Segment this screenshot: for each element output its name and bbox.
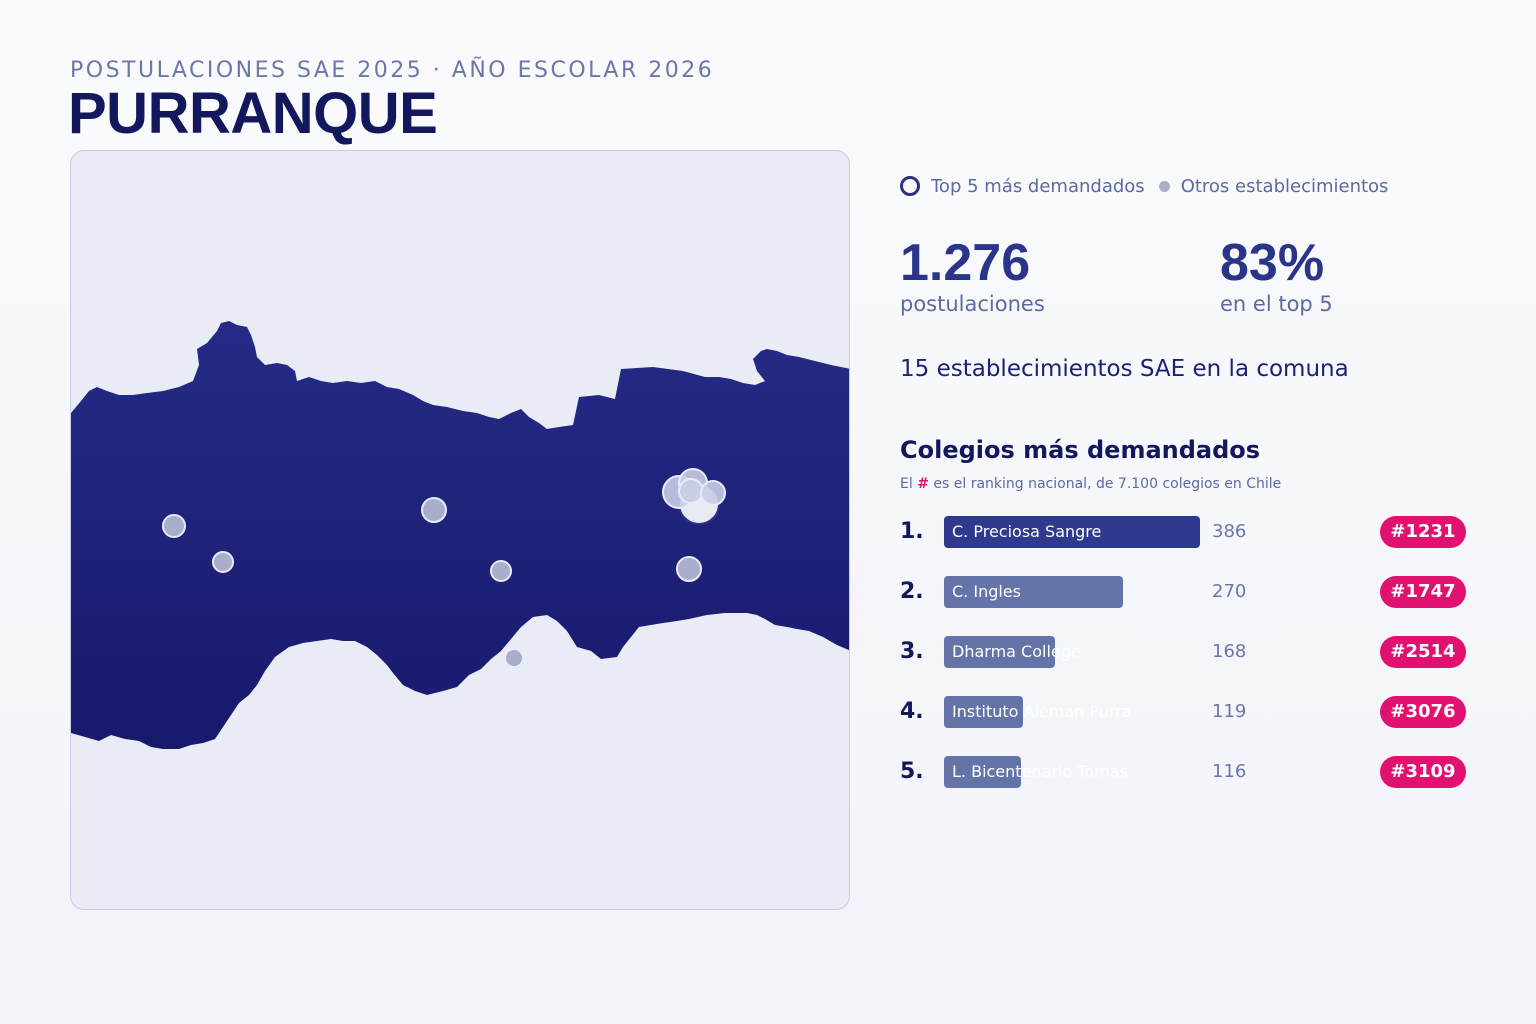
ranking-note-prefix: El [900, 476, 913, 492]
comuna-shape [71, 321, 849, 749]
top-share-label: en el top 5 [1220, 292, 1333, 316]
national-rank-badge: #1231 [1380, 516, 1466, 548]
ranking-note-hash: # [917, 476, 929, 492]
national-rank-badge: #3109 [1380, 756, 1466, 788]
schools-summary: 15 establecimientos SAE en la comuna [900, 356, 1349, 382]
school-marker[interactable] [162, 514, 186, 538]
ranking-row: 5. L. Bicentenario Tomas 116 #3109 [900, 756, 1466, 788]
national-rank-badge: #2514 [1380, 636, 1466, 668]
comuna-map [71, 321, 849, 749]
applications-count: 119 [1212, 701, 1247, 722]
school-marker[interactable] [490, 560, 512, 582]
school-marker[interactable] [504, 648, 524, 668]
map-kicker: POSTULACIONES SAE 2025 · AÑO ESCOLAR 202… [70, 58, 715, 83]
ranking-title: Colegios más demandados [900, 436, 1261, 464]
top-school-marker[interactable] [700, 480, 726, 506]
ranking-row: 2. C. Ingles 270 #1747 [900, 576, 1466, 608]
top-marker-legend-icon [900, 176, 920, 196]
ranking-bar [944, 636, 1056, 668]
school-name: Dharma College [952, 642, 1081, 661]
ranking-position: 5. [900, 759, 924, 784]
school-name: C. Ingles [952, 582, 1021, 601]
school-marker[interactable] [421, 497, 447, 523]
ranking-bar [944, 576, 1124, 608]
other-marker-legend-icon [1158, 180, 1170, 192]
ranking-position: 3. [900, 639, 924, 664]
ranking-note: El # es el ranking nacional, de 7.100 co… [900, 476, 1281, 492]
ranking-row: 1. C. Preciosa Sangre 386 #1231 [900, 516, 1466, 548]
national-rank-badge: #1747 [1380, 576, 1466, 608]
page-title: PURRANQUE [68, 81, 438, 146]
applications-count: 116 [1212, 761, 1247, 782]
applications-label: postulaciones [900, 292, 1045, 316]
ranking-bar [944, 756, 1021, 788]
applications-count: 270 [1212, 581, 1247, 602]
school-marker[interactable] [676, 556, 702, 582]
ranking-bar [944, 516, 1200, 548]
school-name: L. Bicentenario Tomas [952, 762, 1128, 781]
applications-count: 168 [1212, 641, 1247, 662]
applications-stat: 1.276 postulaciones [900, 234, 1045, 316]
ranking-note-suffix: es el ranking nacional, de 7.100 colegio… [933, 476, 1282, 492]
ranking-row: 4. Instituto Aleman Purra 119 #3076 [900, 696, 1466, 728]
school-name: Instituto Aleman Purra [952, 702, 1132, 721]
applications-count: 386 [1212, 521, 1247, 542]
map-panel [70, 150, 850, 910]
ranking-position: 2. [900, 579, 924, 604]
top-school-marker[interactable] [678, 478, 704, 504]
applications-value: 1.276 [900, 234, 1031, 292]
top-share-value: 83% [1220, 234, 1325, 292]
national-rank-badge: #3076 [1380, 696, 1466, 728]
legend-other-label: Otros establecimientos [1180, 175, 1389, 197]
school-name: C. Preciosa Sangre [952, 522, 1102, 541]
top-share-stat: 83% en el top 5 [1220, 234, 1333, 316]
school-markers [162, 468, 726, 668]
ranking-row: 3. Dharma College 168 #2514 [900, 636, 1466, 668]
ranking-position: 1. [900, 519, 924, 544]
ranking-bar [944, 696, 1023, 728]
ranking-position: 4. [900, 699, 924, 724]
map-legend: Top 5 más demandados Otros establecimien… [900, 174, 1388, 198]
legend-top-label: Top 5 más demandados [931, 175, 1145, 197]
school-marker[interactable] [212, 551, 234, 573]
